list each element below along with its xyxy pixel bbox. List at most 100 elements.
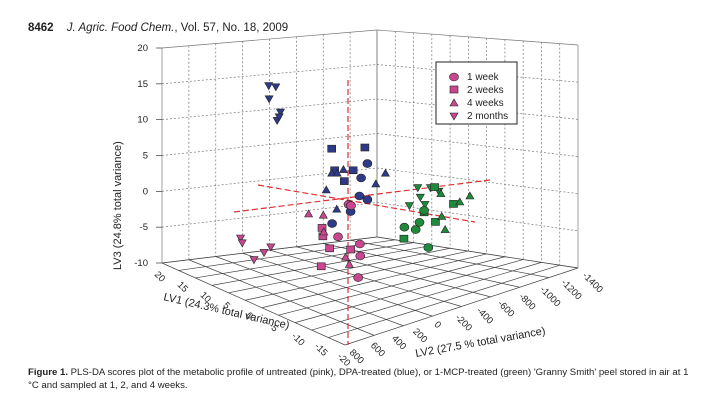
floor-grid-line [228,247,451,294]
data-point-1-mcp [431,218,440,226]
data-point-dpa [338,164,348,173]
data-point-dpa [354,191,365,201]
data-point-untreated [325,244,334,253]
x-axis-label: LV1 (24.3% total variance) [162,291,290,332]
floor-grid-line [350,239,549,278]
y-tick-label: 600 [368,340,387,359]
page-number: 8462 [28,22,54,34]
data-point-untreated [353,273,363,282]
data-point-1-mcp [455,197,465,206]
data-point-dpa [362,159,373,168]
data-point-untreated [333,232,343,242]
floor-grid-line [311,262,542,331]
y-tick-label: 200 [410,326,429,345]
floor-grid-line [323,243,520,288]
volume-info: , Vol. 57, No. 18, 2009 [174,22,289,34]
floor-grid-line [261,253,487,309]
y-axis-label: LV2 (27.5 % total variance) [414,325,546,360]
data-point-dpa [327,144,337,153]
data-point-1-mcp [440,224,450,233]
data-point-1-mcp [413,184,423,193]
data-point-1-mcp [430,183,439,191]
data-point-dpa [360,143,370,152]
y-tick-label: -800 [516,291,537,312]
data-point-dpa [327,219,337,228]
floor-grid-line [328,264,560,338]
data-point-untreated [346,201,356,210]
data-point-1-mcp [437,211,447,220]
legend-label-4-weeks: 4 weeks [467,98,504,109]
y-tick-label: -200 [453,312,474,333]
data-point-1-mcp [419,206,429,215]
floor-grid-line [242,252,433,317]
caption-text: PLS-DA scores plot of the metabolic prof… [28,367,689,391]
data-point-untreated [346,245,355,254]
data-points [236,82,475,282]
data-point-1-mcp [410,225,421,234]
data-point-untreated [318,210,328,219]
caption-label: Figure 1. [28,367,68,378]
data-point-1-mcp [465,191,475,200]
data-point-dpa [380,168,390,177]
z-tick-label: 15 [137,79,148,90]
y-tick-label: -600 [495,298,516,319]
z-tick-label: 0 [143,186,148,197]
x-tick-label: 5 [221,300,233,312]
floor-grid-line [296,246,491,298]
figure-caption: Figure 1. PLS-DA scores plot of the meta… [28,366,698,392]
y-tick-label: 400 [389,333,408,352]
y-tick-label: -1000 [538,284,563,309]
data-point-1-mcp [415,193,425,202]
y-tick-label: -1400 [580,270,605,295]
data-point-untreated [259,249,269,258]
grid-line [376,167,579,195]
data-point-dpa [332,204,342,213]
floor-grid-line [278,256,505,316]
data-point-dpa [356,173,366,183]
legend-marker-circle [449,72,459,82]
data-point-dpa [327,168,337,177]
x-tick-label: -15 [312,341,329,358]
y-tick-label: 0 [432,319,444,331]
data-point-1-mcp [423,243,434,252]
floor-grid-line [161,262,346,346]
grid-line [376,133,579,157]
journal-name: J. Agric. Food Chem. [66,22,175,34]
floor-grid-line [215,256,404,327]
z-axis-label: LV3 (24.8% total variance) [112,141,124,270]
x-tick-label: 15 [175,280,190,295]
data-point-dpa [271,83,281,92]
legend: 1 week 2 weeks 4 weeks 2 months [435,61,518,125]
grid [161,29,579,346]
legend-box [435,61,518,125]
data-point-1-mcp [420,201,430,210]
grid-line [376,29,579,46]
y-tick-label: -400 [474,305,495,326]
data-point-dpa [321,185,331,194]
z-tick-label: 20 [137,43,148,54]
legend-marker-triangle-down [449,112,459,121]
data-point-dpa [264,82,274,91]
x-tick-label: -10 [289,331,306,348]
grid-line [161,202,378,228]
z-tick-label: -5 [140,222,148,233]
floor-grid-line [161,236,378,264]
floor-grid-line [344,267,579,346]
page-header: 8462 J. Agric. Food Chem., Vol. 57, No. … [28,22,288,34]
floor-grid-line [294,259,524,323]
data-point-untreated [341,252,351,261]
data-point-untreated [355,239,365,249]
z-tick-label: -10 [134,258,148,269]
data-point-untreated [237,239,247,248]
legend-label-2-weeks: 2 weeks [467,85,504,96]
legend-label-2-months: 2 months [467,111,508,122]
data-point-1-mcp [414,218,425,227]
data-point-untreated [249,256,259,265]
floor-grid-line [195,242,414,279]
data-point-dpa [274,113,284,122]
legend-label-1-week: 1 week [467,72,500,83]
data-point-1-mcp [399,234,409,243]
data-point-dpa [339,177,349,185]
